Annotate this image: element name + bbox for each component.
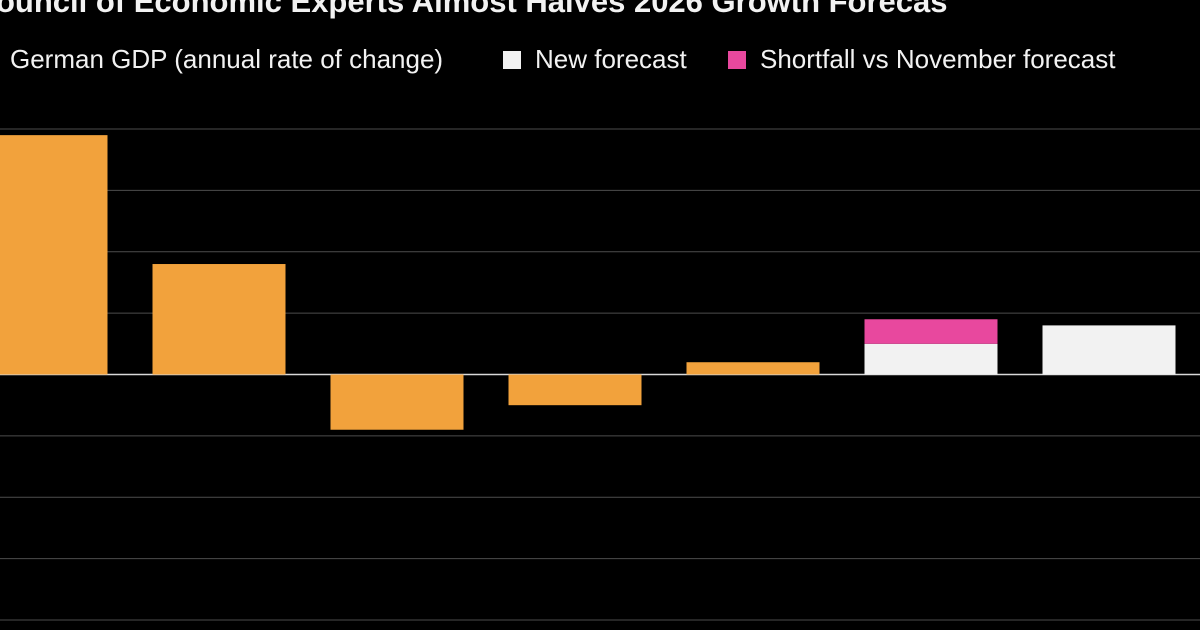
bar <box>508 374 642 406</box>
legend-label: New forecast <box>535 44 687 74</box>
legend-swatch <box>728 51 746 69</box>
bar <box>864 343 998 375</box>
bar <box>1042 325 1176 375</box>
bar <box>152 264 286 375</box>
chart-title: ouncil of Economic Experts Almost Halves… <box>0 0 948 19</box>
legend-label: Shortfall vs November forecast <box>760 44 1116 74</box>
legend-label: German GDP (annual rate of change) <box>10 44 443 74</box>
bar <box>686 362 820 375</box>
bar <box>330 374 464 430</box>
bar <box>0 135 108 375</box>
legend-swatch <box>503 51 521 69</box>
bar <box>864 319 998 344</box>
